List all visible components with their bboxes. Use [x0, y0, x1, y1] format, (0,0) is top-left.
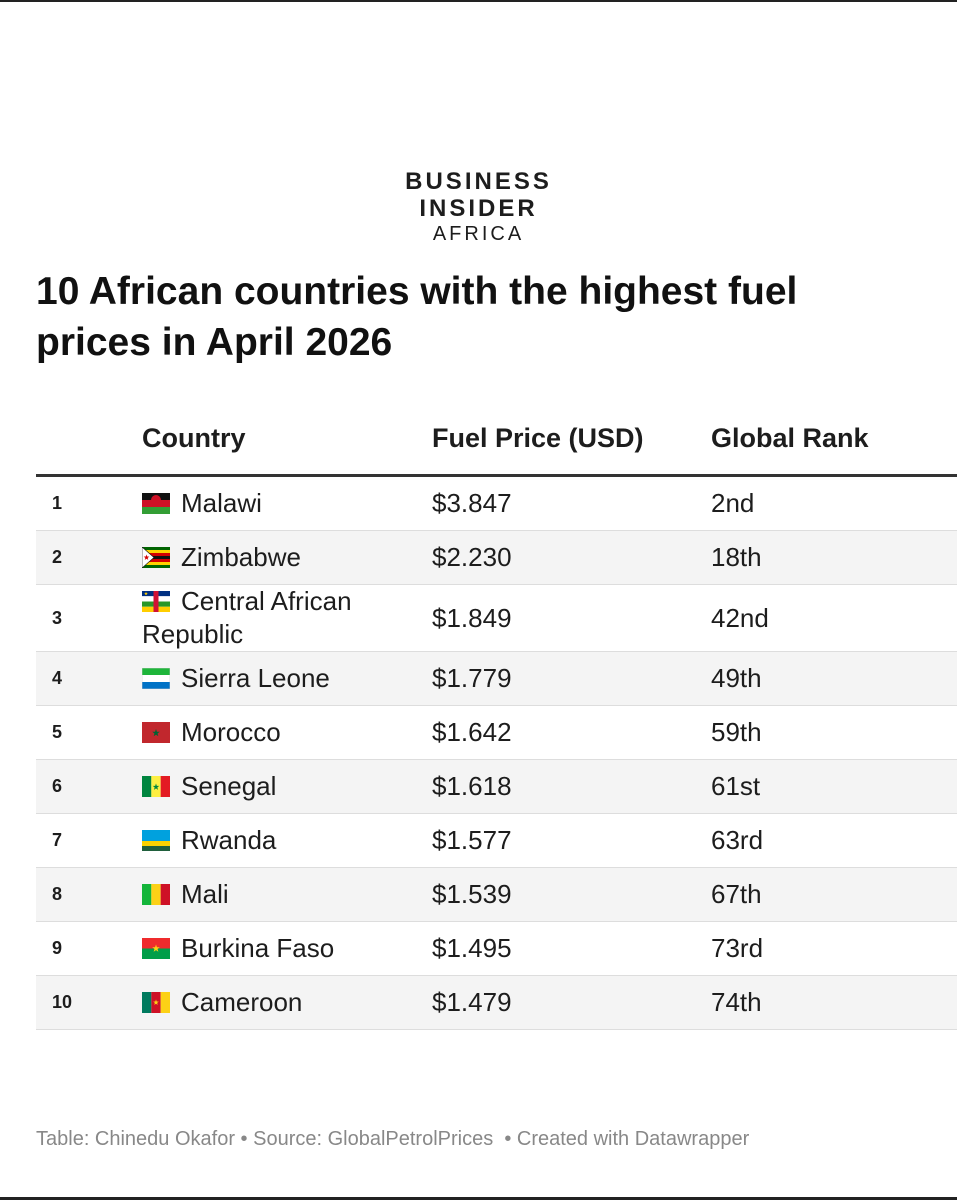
logo-line: BUSINESS [405, 168, 552, 195]
table-row: 9 Burkina Faso $1.495 73rd [36, 921, 957, 976]
table-cell: Burkina Faso [142, 921, 432, 976]
flag-icon [142, 830, 170, 851]
table-cell: 59th [711, 705, 957, 760]
table-row: 8 Mali $1.539 67th [36, 867, 957, 922]
table-cell: 1 [36, 475, 142, 531]
table-cell: $1.495 [432, 921, 711, 976]
header-cell: Global Rank [711, 420, 957, 477]
table-cell: 63rd [711, 813, 957, 868]
table-cell: 3 [36, 584, 142, 652]
table-cell: 8 [36, 867, 142, 922]
table-cell: Malawi [142, 475, 432, 531]
flag-icon [142, 591, 170, 612]
country-name: Zimbabwe [181, 542, 301, 572]
table-cell: $1.577 [432, 813, 711, 868]
header-cell: Country [142, 420, 432, 477]
table-cell: $1.618 [432, 759, 711, 814]
table-cell: $1.479 [432, 975, 711, 1030]
table-row: 2 Zimbabwe $2.230 18th [36, 530, 957, 585]
table-cell: $1.849 [432, 584, 711, 652]
country-name: Sierra Leone [181, 663, 330, 693]
flag-icon [142, 776, 170, 797]
table-cell: 2 [36, 530, 142, 585]
country-name: Morocco [181, 717, 281, 747]
country-name: Cameroon [181, 987, 303, 1017]
table-cell: 9 [36, 921, 142, 976]
table-row: 1 Malawi $3.847 2nd [36, 475, 957, 531]
flag-icon [141, 667, 171, 690]
flag-icon [142, 938, 170, 959]
table-cell: 67th [711, 867, 957, 922]
table-cell: Mali [142, 867, 432, 922]
table-cell: 5 [36, 705, 142, 760]
table-cell: 61st [711, 759, 957, 814]
table-cell: 49th [711, 651, 957, 706]
table-row: 10 Cameroon $1.479 74th [36, 975, 957, 1030]
table-cell: 74th [711, 975, 957, 1030]
country-name: Senegal [181, 771, 277, 801]
table-cell: $2.230 [432, 530, 711, 585]
logo-line: INSIDER [419, 195, 538, 222]
header-cell: Fuel Price (USD) [432, 420, 711, 477]
table-cell: 4 [36, 651, 142, 706]
table-cell: 7 [36, 813, 142, 868]
flag-icon [142, 992, 170, 1013]
table-cell: 6 [36, 759, 142, 814]
table-cell: 73rd [711, 921, 957, 976]
table-cell: $1.642 [432, 705, 711, 760]
table-cell: 2nd [711, 475, 957, 531]
country-name: Burkina Faso [181, 933, 335, 963]
title: 10 African countries with the highest fu… [36, 270, 798, 364]
table-cell: $1.539 [432, 867, 711, 922]
table-cell: Zimbabwe [141, 530, 432, 585]
table: Country Fuel Price (USD) Global Rank 1 Mala… [36, 420, 957, 1030]
table-cell: 10 [36, 975, 142, 1030]
table-cell: $3.847 [432, 475, 711, 531]
table-cell: Cameroon [142, 975, 432, 1030]
country-name: Malawi [181, 488, 262, 518]
table-cell: Morocco [142, 705, 432, 760]
table-cell: Rwanda [142, 813, 432, 868]
header-cell [36, 420, 142, 477]
country-name: Central African Republic [142, 586, 352, 649]
table-cell: 42nd [711, 584, 957, 652]
country-name: Mali [181, 879, 229, 909]
table-cell: 18th [711, 530, 957, 585]
country-name: Rwanda [181, 825, 277, 855]
table-row: 6 Senegal $1.618 61st [36, 759, 957, 814]
header-row: Country Fuel Price (USD) Global Rank [36, 420, 957, 477]
flag-icon [142, 722, 170, 743]
flag-icon [142, 884, 170, 905]
table-row: 5 Morocco $1.642 59th [36, 705, 957, 760]
table-cell: Central African Republic [142, 584, 432, 652]
table-row: 4 Sierra Leone $1.779 49th [36, 651, 957, 706]
table-cell: Senegal [142, 759, 432, 814]
flag-icon [142, 493, 170, 514]
table-cell: $1.779 [432, 651, 711, 706]
flag-icon [141, 546, 170, 569]
table-row: 3 Central African Republic $1.849 42nd [36, 584, 957, 652]
footer: Table: Chinedu Okafor • Source: GlobalPe… [36, 1128, 750, 1150]
logo: BUSINESS INSIDER AFRICA [0, 168, 957, 246]
logo-line: AFRICA [432, 223, 525, 245]
table-cell: Sierra Leone [141, 651, 432, 706]
table-row: 7 Rwanda $1.577 63rd [36, 813, 957, 868]
